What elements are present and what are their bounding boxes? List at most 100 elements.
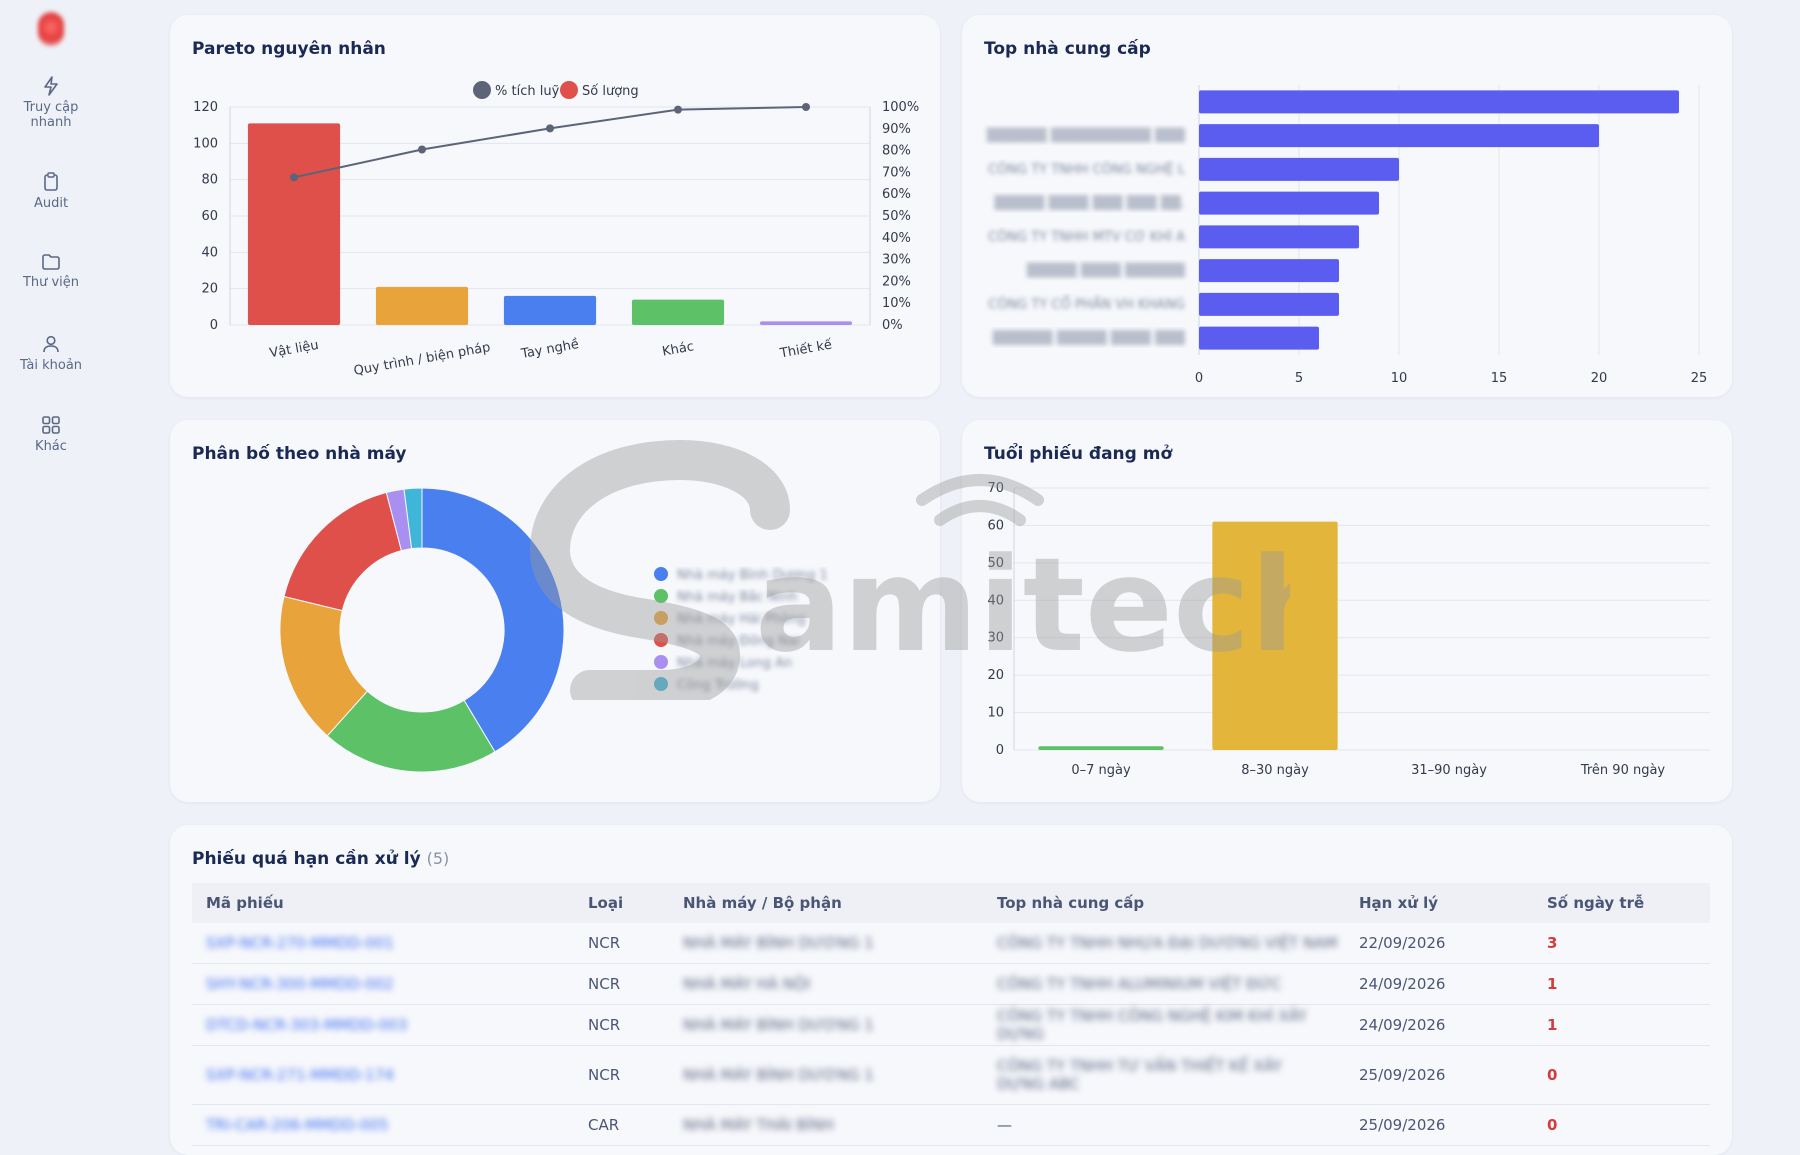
x-tick-label: 31–90 ngày <box>1411 763 1487 778</box>
supplier-bar <box>1199 259 1339 283</box>
x-tick-label: 8–30 ngày <box>1241 763 1309 778</box>
legend-marker <box>654 633 668 647</box>
col-header-late[interactable]: Số ngày trễ <box>1533 883 1710 923</box>
y2-tick-label: 100% <box>882 100 919 115</box>
ticket-due-date: 25/09/2026 <box>1345 1045 1533 1105</box>
ticket-code-link[interactable]: SXP-NCR-271-MMDD-174 <box>206 1066 394 1084</box>
grid-icon <box>42 416 60 434</box>
app-logo[interactable] <box>38 12 64 46</box>
table-row[interactable]: TRI-CAR-206-MMDD-005 CAR NHÀ MÁY THÁI BÌ… <box>192 1104 1710 1146</box>
sidebar-item-other[interactable]: Khác <box>0 415 102 454</box>
x-tick-label: Thiết kế <box>778 338 833 362</box>
overdue-card: Phiếu quá hạn cần xử lý (5) Mã phiếu Loạ… <box>170 825 1732 1155</box>
y-tick-label: 100 <box>193 136 218 151</box>
ticket-late-days: 0 <box>1547 1116 1558 1134</box>
y2-tick-label: 50% <box>882 209 911 224</box>
ticket-factory: NHÀ MÁY BÌNH DƯƠNG 1 <box>683 934 874 952</box>
ticket-supplier: CÔNG TY TNHH CÔNG NGHỆ KIM KHÍ XÂY DỰNG <box>997 1007 1307 1043</box>
col-header-supplier[interactable]: Top nhà cung cấp <box>983 883 1345 923</box>
factory-title: Phân bố theo nhà máy <box>192 444 407 464</box>
pareto-chart: 0 20 40 60 80 100 120 0% 10% 20% 30% 40% 50% 60% 70% 80… <box>193 81 919 379</box>
ticket-factory: NHÀ MÁY HÀ NỘI <box>683 975 811 993</box>
cumulative-point <box>290 173 298 182</box>
supplier-label: CÔNG TY TNHH CÔNG NGHỆ L <box>988 161 1186 177</box>
lightning-icon <box>44 76 58 96</box>
aging-chart: 0 10 20 30 40 50 60 70 0–7 ngày 8–30 ngày 31–90 ng… <box>987 481 1710 778</box>
ticket-code-link[interactable]: TRI-CAR-206-MMDD-005 <box>206 1116 389 1134</box>
ticket-late-days: 3 <box>1547 934 1558 952</box>
overdue-title: Phiếu quá hạn cần xử lý (5) <box>192 849 449 869</box>
table-row[interactable]: DTCD-NCR-303-MMDD-003 NCR NHÀ MÁY BÌNH D… <box>192 1004 1710 1046</box>
sidebar-item-account[interactable]: Tài khoản <box>0 334 102 373</box>
legend-marker <box>654 589 668 603</box>
x-tick-label: Khác <box>661 339 695 359</box>
supplier-label: CÔNG TY TNHH MTV CƠ KHÍ A <box>988 229 1185 245</box>
legend-label-cumulative: % tích luỹ <box>495 84 560 99</box>
col-header-type[interactable]: Loại <box>574 883 669 923</box>
supplier-label: ▒▒▒▒▒▒ ▒▒▒▒▒▒▒▒▒▒ ▒▒▒ <box>987 127 1186 144</box>
table-row[interactable]: SXP-NCR-270-MMDD-001 NCR NHÀ MÁY BÌNH DƯ… <box>192 923 1710 964</box>
ticket-late-days: 0 <box>1547 1066 1558 1084</box>
donut-slice <box>283 491 403 612</box>
y2-tick-label: 20% <box>882 274 911 289</box>
sidebar: Truy cập nhanh Audit Thư viện Tài khoản … <box>0 0 102 1131</box>
legend-label: Nhà máy Bình Dương 1 <box>677 568 828 583</box>
y2-tick-label: 0% <box>882 318 903 333</box>
ticket-code-link[interactable]: SHY-NCR-300-MMDD-002 <box>206 975 394 993</box>
sidebar-item-label: Thư viện <box>22 275 80 290</box>
y-tick-label: 40 <box>987 593 1004 608</box>
y2-tick-label: 30% <box>882 253 911 268</box>
ticket-factory: NHÀ MÁY BÌNH DƯƠNG 1 <box>683 1016 874 1034</box>
supplier-bar <box>1199 326 1319 350</box>
y-tick-label: 60 <box>987 518 1004 533</box>
y2-tick-label: 70% <box>882 165 911 180</box>
supplier-bar <box>1199 292 1339 316</box>
col-header-factory[interactable]: Nhà máy / Bộ phận <box>669 883 983 923</box>
table-row[interactable]: SHY-NCR-300-MMDD-002 NCR NHÀ MÁY HÀ NỘI … <box>192 963 1710 1005</box>
x-tick-label: 0 <box>1195 371 1203 386</box>
ticket-due-date: 25/09/2026 <box>1345 1104 1533 1146</box>
aging-bar <box>1212 521 1338 750</box>
y-tick-label: 60 <box>201 209 218 224</box>
ticket-due-date: 22/09/2026 <box>1345 923 1533 964</box>
table-row[interactable]: SXP-NCR-271-MMDD-174 NCR NHÀ MÁY BÌNH DƯ… <box>192 1045 1710 1105</box>
y-tick-label: 10 <box>987 706 1004 721</box>
table-header-row: Mã phiếu Loại Nhà máy / Bộ phận Top nhà … <box>192 883 1710 923</box>
donut-slice <box>326 690 496 773</box>
col-header-code[interactable]: Mã phiếu <box>192 883 574 923</box>
sidebar-item-label: Tài khoản <box>19 358 83 373</box>
ticket-code-link[interactable]: DTCD-NCR-303-MMDD-003 <box>206 1016 408 1034</box>
y-tick-label: 120 <box>193 100 218 115</box>
clipboard-icon <box>44 172 58 191</box>
supplier-label: ▒▒▒▒▒ ▒▒▒▒ ▒▒▒ ▒▒▒ ▒▒. <box>994 194 1185 211</box>
sidebar-item-quick-access[interactable]: Truy cập nhanh <box>0 76 102 130</box>
supplier-label: ▒▒▒▒▒▒ ▒▒▒▒▒ ▒▒▒▒ ▒▒▒ <box>993 329 1186 346</box>
y-tick-label: 70 <box>987 481 1004 496</box>
sidebar-item-audit[interactable]: Audit <box>0 172 102 211</box>
x-tick-label: 25 <box>1691 371 1708 386</box>
ticket-due-date: 24/09/2026 <box>1345 1004 1533 1046</box>
ticket-supplier: CÔNG TY TNHH TƯ VẤN THIẾT KẾ XÂY DỰNG AB… <box>997 1057 1282 1093</box>
ticket-supplier: — <box>983 1104 1345 1146</box>
col-header-due[interactable]: Hạn xử lý <box>1345 883 1533 923</box>
legend-marker <box>654 611 668 625</box>
legend-label: Nhà máy Bắc Ninh <box>677 590 798 605</box>
ticket-code-link[interactable]: SXP-NCR-270-MMDD-001 <box>206 934 394 952</box>
overdue-count: (5) <box>426 849 450 868</box>
y-tick-label: 0 <box>996 743 1004 758</box>
legend-marker <box>654 567 668 581</box>
legend-label: Nhà máy Hải Phòng <box>677 612 806 627</box>
supplier-bar <box>1199 191 1379 215</box>
y2-tick-label: 90% <box>882 122 911 137</box>
legend-marker <box>654 677 668 691</box>
overdue-table: Mã phiếu Loại Nhà máy / Bộ phận Top nhà … <box>192 883 1710 1146</box>
sidebar-item-library[interactable]: Thư viện <box>0 253 102 290</box>
aging-bar <box>1038 746 1164 750</box>
supplier-bar <box>1199 124 1599 148</box>
y2-tick-label: 10% <box>882 296 911 311</box>
y-tick-label: 0 <box>210 318 218 333</box>
sidebar-item-label: Audit <box>33 196 69 211</box>
y-tick-label: 40 <box>201 245 218 260</box>
ticket-due-date: 24/09/2026 <box>1345 963 1533 1005</box>
y-tick-label: 20 <box>201 282 218 297</box>
